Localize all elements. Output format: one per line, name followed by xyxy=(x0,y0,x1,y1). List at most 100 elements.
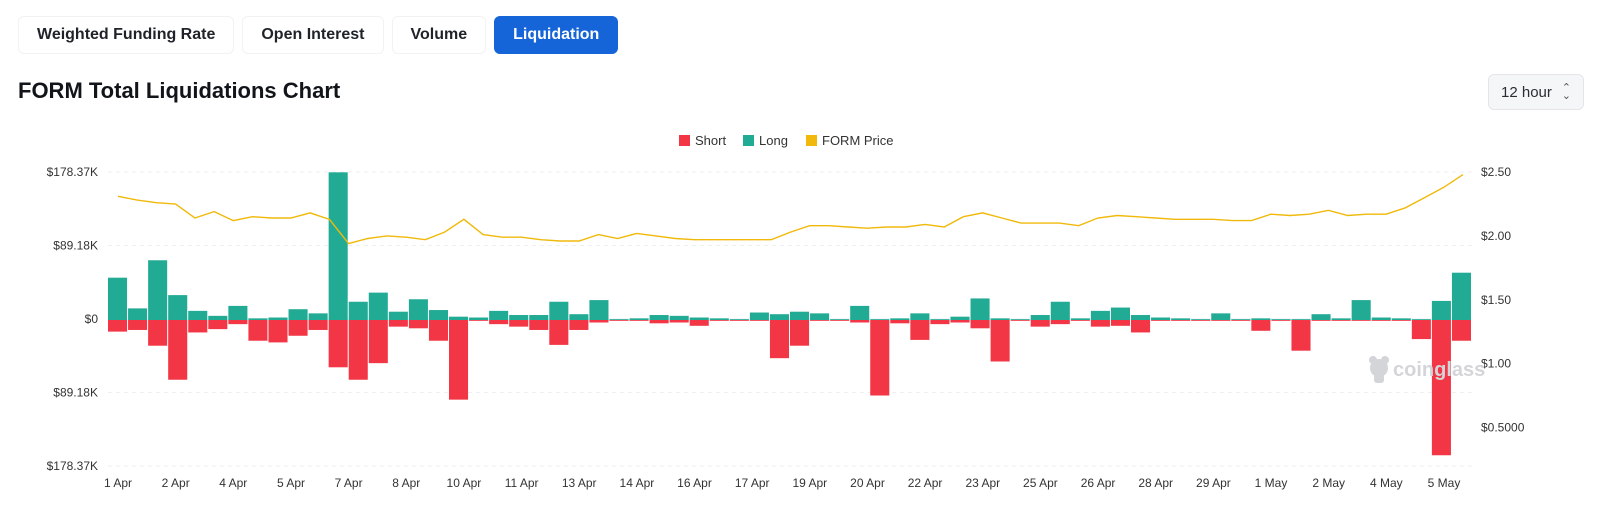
long-bar[interactable] xyxy=(388,311,408,320)
long-bar[interactable] xyxy=(1331,318,1351,320)
tab-open-interest[interactable]: Open Interest xyxy=(242,16,384,54)
long-bar[interactable] xyxy=(749,312,769,320)
short-bar[interactable] xyxy=(1211,320,1231,321)
short-bar[interactable] xyxy=(569,320,589,330)
short-bar[interactable] xyxy=(188,320,208,333)
long-bar[interactable] xyxy=(1231,319,1251,320)
short-bar[interactable] xyxy=(1050,320,1070,325)
long-bar[interactable] xyxy=(910,313,930,320)
short-bar[interactable] xyxy=(368,320,388,364)
short-bar[interactable] xyxy=(549,320,569,345)
short-bar[interactable] xyxy=(669,320,689,323)
short-bar[interactable] xyxy=(529,320,549,330)
long-bar[interactable] xyxy=(348,301,368,320)
long-bar[interactable] xyxy=(128,308,148,320)
short-bar[interactable] xyxy=(1451,320,1471,341)
short-bar[interactable] xyxy=(769,320,789,359)
short-bar[interactable] xyxy=(228,320,248,325)
long-bar[interactable] xyxy=(1171,318,1191,320)
short-bar[interactable] xyxy=(248,320,268,341)
long-bar[interactable] xyxy=(990,318,1010,320)
short-bar[interactable] xyxy=(749,320,769,321)
interval-select[interactable]: 12 hour ⌃ ⌄ xyxy=(1488,74,1584,110)
short-bar[interactable] xyxy=(1010,320,1030,321)
short-bar[interactable] xyxy=(990,320,1010,362)
long-bar[interactable] xyxy=(1131,315,1151,320)
short-bar[interactable] xyxy=(509,320,529,327)
legend-item[interactable]: FORM Price xyxy=(806,133,894,148)
short-bar[interactable] xyxy=(208,320,228,330)
long-bar[interactable] xyxy=(629,318,649,320)
short-bar[interactable] xyxy=(589,320,609,323)
long-bar[interactable] xyxy=(268,317,288,320)
short-bar[interactable] xyxy=(649,320,669,324)
long-bar[interactable] xyxy=(1110,307,1130,320)
short-bar[interactable] xyxy=(629,320,649,321)
short-bar[interactable] xyxy=(148,320,168,346)
short-bar[interactable] xyxy=(810,320,830,321)
short-bar[interactable] xyxy=(1431,320,1451,456)
long-bar[interactable] xyxy=(569,314,589,320)
short-bar[interactable] xyxy=(428,320,448,341)
short-bar[interactable] xyxy=(1271,320,1291,321)
long-bar[interactable] xyxy=(649,315,669,320)
legend-item[interactable]: Long xyxy=(743,133,788,148)
short-bar[interactable] xyxy=(108,320,128,332)
long-bar[interactable] xyxy=(1191,319,1211,320)
short-bar[interactable] xyxy=(1110,320,1130,326)
short-bar[interactable] xyxy=(489,320,509,325)
long-bar[interactable] xyxy=(1351,300,1371,320)
short-bar[interactable] xyxy=(1171,320,1191,321)
short-bar[interactable] xyxy=(609,320,629,321)
long-bar[interactable] xyxy=(1070,318,1090,320)
short-bar[interactable] xyxy=(288,320,308,336)
short-bar[interactable] xyxy=(890,320,910,324)
long-bar[interactable] xyxy=(1271,319,1291,320)
long-bar[interactable] xyxy=(549,301,569,320)
short-bar[interactable] xyxy=(308,320,328,330)
short-bar[interactable] xyxy=(790,320,810,346)
short-bar[interactable] xyxy=(408,320,428,329)
long-bar[interactable] xyxy=(870,319,890,320)
short-bar[interactable] xyxy=(1030,320,1050,327)
long-bar[interactable] xyxy=(669,315,689,320)
long-bar[interactable] xyxy=(188,310,208,320)
short-bar[interactable] xyxy=(469,320,489,321)
long-bar[interactable] xyxy=(769,314,789,320)
long-bar[interactable] xyxy=(368,292,388,320)
short-bar[interactable] xyxy=(870,320,890,396)
long-bar[interactable] xyxy=(469,317,489,320)
tab-volume[interactable]: Volume xyxy=(391,16,487,54)
long-bar[interactable] xyxy=(970,298,990,320)
long-bar[interactable] xyxy=(168,295,188,320)
long-bar[interactable] xyxy=(709,318,729,320)
short-bar[interactable] xyxy=(388,320,408,327)
long-bar[interactable] xyxy=(930,319,950,320)
short-bar[interactable] xyxy=(1131,320,1151,333)
long-bar[interactable] xyxy=(1151,317,1171,320)
long-bar[interactable] xyxy=(689,317,709,320)
short-bar[interactable] xyxy=(1251,320,1271,331)
long-bar[interactable] xyxy=(148,260,168,320)
short-bar[interactable] xyxy=(168,320,188,380)
short-bar[interactable] xyxy=(128,320,148,330)
short-bar[interactable] xyxy=(930,320,950,325)
long-bar[interactable] xyxy=(1010,319,1030,320)
short-bar[interactable] xyxy=(348,320,368,380)
long-bar[interactable] xyxy=(1371,317,1391,320)
long-bar[interactable] xyxy=(1050,301,1070,320)
short-bar[interactable] xyxy=(910,320,930,340)
long-bar[interactable] xyxy=(1291,319,1311,320)
long-bar[interactable] xyxy=(729,319,749,320)
long-bar[interactable] xyxy=(228,305,248,320)
short-bar[interactable] xyxy=(830,320,850,321)
short-bar[interactable] xyxy=(1090,320,1110,327)
long-bar[interactable] xyxy=(1451,272,1471,320)
short-bar[interactable] xyxy=(1351,320,1371,321)
short-bar[interactable] xyxy=(449,320,469,400)
tab-liquidation[interactable]: Liquidation xyxy=(494,16,619,54)
short-bar[interactable] xyxy=(709,320,729,321)
long-bar[interactable] xyxy=(1391,318,1411,320)
short-bar[interactable] xyxy=(1311,320,1331,321)
short-bar[interactable] xyxy=(268,320,288,343)
